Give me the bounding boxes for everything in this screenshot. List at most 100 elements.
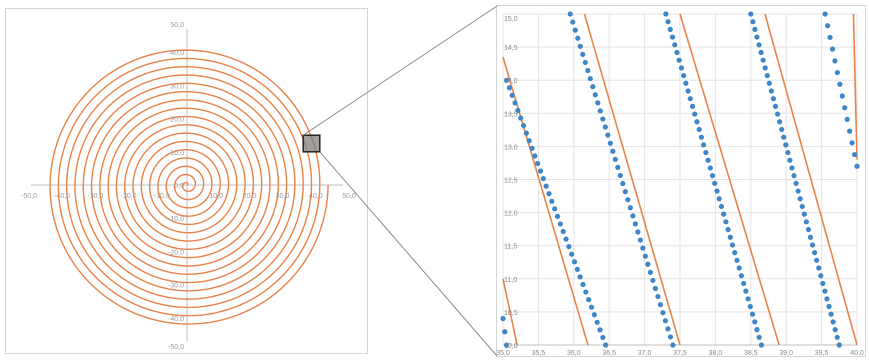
data-point bbox=[546, 191, 552, 197]
x-tick-label: 30,0 bbox=[276, 193, 290, 200]
data-point bbox=[809, 242, 816, 248]
data-point bbox=[597, 327, 603, 333]
x-tick-label: -30,0 bbox=[87, 193, 103, 200]
data-point bbox=[620, 180, 626, 187]
data-point bbox=[818, 273, 824, 279]
data-point bbox=[770, 96, 777, 102]
data-point bbox=[854, 163, 860, 169]
data-point bbox=[723, 219, 729, 225]
data-point bbox=[612, 156, 618, 162]
data-point bbox=[762, 65, 768, 71]
data-point bbox=[583, 289, 589, 295]
x-tick-label: -20,0 bbox=[121, 193, 137, 200]
data-point bbox=[569, 251, 575, 257]
data-point bbox=[683, 80, 689, 86]
data-point bbox=[617, 172, 623, 179]
data-point bbox=[712, 180, 718, 186]
data-point bbox=[535, 160, 541, 167]
data-point bbox=[586, 297, 592, 303]
x-tick-label: 35,0 bbox=[497, 350, 510, 356]
y-tick-label: 11,0 bbox=[504, 277, 517, 284]
data-point bbox=[837, 81, 843, 87]
data-point bbox=[732, 250, 738, 256]
data-point bbox=[627, 205, 633, 211]
data-point bbox=[795, 188, 801, 194]
data-point bbox=[526, 138, 532, 144]
y-tick-label: 14,5 bbox=[504, 45, 518, 52]
data-point bbox=[500, 315, 506, 322]
data-point bbox=[779, 126, 785, 133]
data-point bbox=[681, 72, 687, 79]
y-tick-label: 20,0 bbox=[170, 117, 184, 124]
spiral-line-segment bbox=[764, 13, 858, 346]
x-tick-label: 38,0 bbox=[709, 350, 723, 356]
data-point bbox=[772, 103, 779, 109]
y-tick-label: -30,0 bbox=[168, 283, 184, 290]
y-tick-label: 13,0 bbox=[504, 144, 518, 151]
data-point bbox=[502, 329, 508, 335]
data-point bbox=[625, 197, 631, 203]
data-point bbox=[632, 221, 638, 227]
data-point bbox=[803, 219, 809, 225]
data-point bbox=[827, 34, 833, 41]
data-point bbox=[603, 342, 609, 348]
data-point bbox=[754, 34, 760, 40]
y-tick-label: 11,5 bbox=[504, 244, 517, 251]
data-point bbox=[807, 234, 814, 240]
data-point bbox=[752, 319, 758, 325]
data-point bbox=[647, 269, 653, 275]
data-point bbox=[552, 206, 558, 212]
data-point bbox=[834, 69, 840, 76]
data-point bbox=[812, 250, 818, 256]
data-point bbox=[718, 203, 725, 210]
data-point bbox=[667, 26, 673, 32]
data-point bbox=[698, 134, 705, 140]
data-point bbox=[801, 211, 807, 217]
data-point bbox=[676, 57, 682, 63]
data-point bbox=[567, 11, 573, 17]
data-point bbox=[594, 319, 600, 325]
data-point bbox=[532, 153, 538, 159]
data-point bbox=[844, 116, 850, 123]
spiral-line-segment bbox=[502, 278, 518, 346]
y-tick-label: -40,0 bbox=[168, 316, 184, 323]
data-point bbox=[750, 19, 756, 25]
data-point bbox=[650, 277, 656, 284]
connector-line-top bbox=[302, 5, 498, 136]
data-point bbox=[549, 198, 555, 204]
data-point bbox=[824, 296, 830, 302]
data-point bbox=[669, 34, 676, 40]
data-point bbox=[703, 149, 709, 156]
x-tick-label: 38,5 bbox=[744, 350, 758, 356]
data-point bbox=[585, 67, 591, 74]
y-tick-label: 14,0 bbox=[504, 78, 518, 85]
connector-line-bottom bbox=[319, 151, 498, 357]
data-point bbox=[824, 23, 831, 29]
y-tick-label: 13,5 bbox=[504, 111, 518, 118]
data-point bbox=[670, 342, 676, 348]
data-point bbox=[591, 312, 597, 318]
data-point bbox=[560, 228, 566, 235]
data-point bbox=[847, 128, 853, 134]
data-point bbox=[610, 148, 616, 154]
data-point bbox=[705, 157, 711, 163]
spiral-chart-panel: -50,0 -40,0 -30,0 -20,0 -10,0 10,0 20,0 30,0 40,… bbox=[5, 8, 368, 354]
data-point bbox=[543, 183, 549, 189]
data-point bbox=[557, 221, 563, 227]
data-point bbox=[575, 35, 581, 41]
data-point bbox=[709, 173, 716, 179]
data-point bbox=[738, 273, 745, 279]
data-point bbox=[663, 11, 669, 17]
data-point bbox=[756, 42, 762, 48]
data-point bbox=[828, 311, 834, 317]
x-tick-label: 20,0 bbox=[243, 193, 257, 200]
data-point bbox=[685, 88, 691, 94]
data-point bbox=[588, 304, 595, 310]
data-point bbox=[595, 100, 601, 106]
y-tick-label: 10,5 bbox=[504, 310, 518, 317]
data-point bbox=[781, 134, 787, 140]
data-point bbox=[747, 303, 753, 310]
data-point bbox=[602, 124, 608, 130]
data-point bbox=[657, 302, 664, 308]
data-point bbox=[839, 93, 845, 99]
